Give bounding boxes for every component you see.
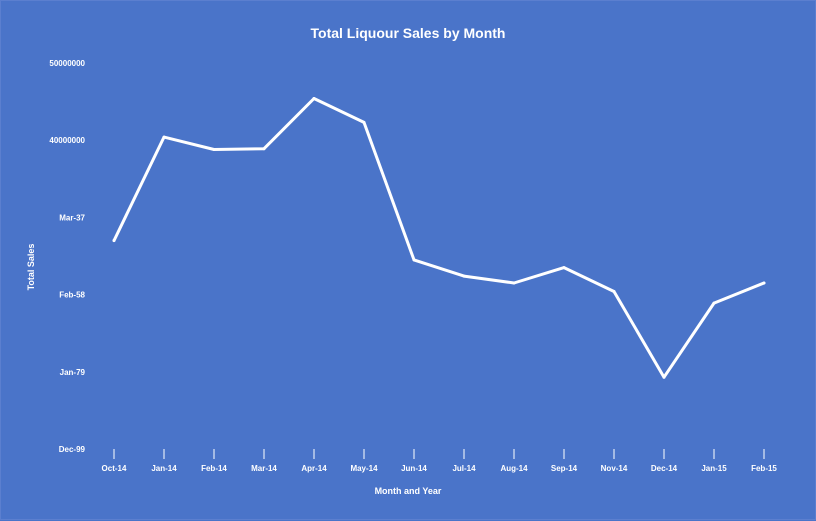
y-tick-label: Dec-99	[59, 445, 86, 454]
x-tick-label: Jan-14	[151, 464, 177, 473]
data-point	[462, 274, 466, 278]
data-point	[312, 97, 316, 101]
series-line	[112, 97, 766, 379]
y-axis-title: Total Sales	[26, 243, 36, 291]
data-point	[762, 281, 766, 285]
x-tick-label: Dec-14	[651, 464, 678, 473]
x-tick-label: Oct-14	[102, 464, 127, 473]
x-axis-title: Month and Year	[374, 486, 442, 496]
data-point	[162, 135, 166, 139]
x-tick-label: May-14	[350, 464, 378, 473]
data-point	[212, 147, 216, 151]
y-tick-label: Jan-79	[60, 368, 86, 377]
data-point	[262, 147, 266, 151]
y-tick-label: 40000000	[49, 136, 85, 145]
y-tick-label: Mar-37	[59, 213, 85, 222]
data-point	[512, 281, 516, 285]
x-tick-label: Mar-14	[251, 464, 277, 473]
data-point	[562, 266, 566, 270]
chart-title: Total Liquour Sales by Month	[310, 25, 506, 41]
data-point	[412, 258, 416, 262]
x-tick-label: Feb-14	[201, 464, 227, 473]
x-tick-label: Jun-14	[401, 464, 427, 473]
x-tick-label: Feb-15	[751, 464, 777, 473]
y-tick-label: 50000000	[49, 59, 85, 68]
y-tick-label: Feb-58	[59, 291, 85, 300]
x-tick-label: Sep-14	[551, 464, 578, 473]
data-point	[112, 239, 116, 243]
x-tick-label: Jul-14	[452, 464, 476, 473]
data-point	[362, 120, 366, 124]
x-tick-label: Apr-14	[301, 464, 327, 473]
x-tick-label: Nov-14	[601, 464, 628, 473]
data-point	[662, 375, 666, 379]
x-tick-label: Aug-14	[500, 464, 528, 473]
x-tick-label: Jan-15	[701, 464, 727, 473]
data-point	[712, 301, 716, 305]
data-point	[612, 290, 616, 294]
